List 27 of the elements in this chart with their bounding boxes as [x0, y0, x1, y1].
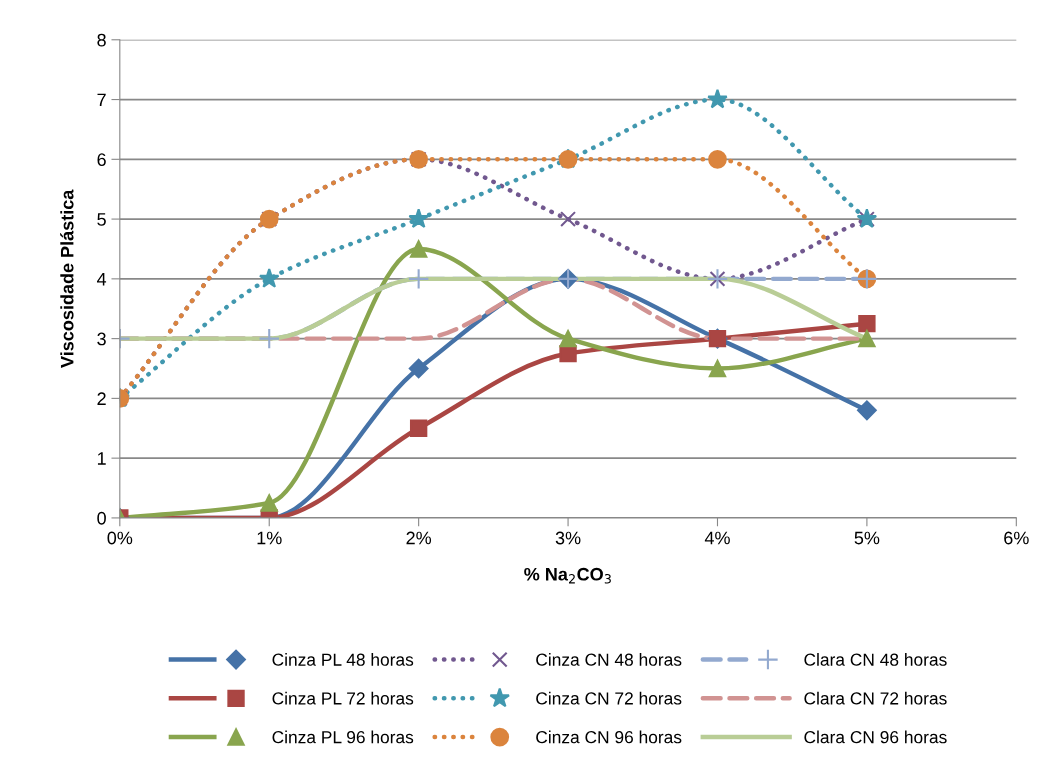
y-tick-label: 7 — [97, 93, 106, 107]
x-tick-label: 6% — [1004, 531, 1029, 545]
legend-label: Cinza CN 72 horas — [536, 691, 682, 705]
y-tick-label: 6 — [97, 153, 106, 167]
x-tick-label: 1% — [257, 531, 282, 545]
legend-label: Cinza PL 48 horas — [272, 653, 414, 666]
legend-label: Clara CN 48 horas — [804, 653, 947, 666]
x-tick-label: 2% — [406, 531, 432, 545]
legend-label: Cinza CN 96 horas — [536, 730, 682, 744]
y-tick-label: 0 — [97, 511, 106, 525]
y-tick-label: 1 — [97, 452, 106, 465]
x-tick-label: 3% — [555, 531, 581, 545]
x-tick-label: 4% — [704, 531, 730, 545]
y-tick-label: 8 — [97, 33, 106, 47]
y-axis-title: Viscosidade Plástica — [60, 189, 74, 368]
legend-label: Cinza PL 72 horas — [272, 691, 414, 705]
y-tick-label: 3 — [97, 332, 106, 346]
x-tick-label: 5% — [854, 531, 880, 545]
x-axis-title: % Na$_{2}$CO$_{3}$ — [524, 567, 611, 584]
y-tick-label: 5 — [97, 213, 106, 226]
legend-label: Cinza PL 96 horas — [272, 730, 414, 744]
y-tick-label: 2 — [97, 392, 106, 405]
y-tick-label: 4 — [96, 272, 107, 286]
legend-label: Clara CN 72 horas — [804, 691, 947, 705]
legend-label: Clara CN 96 horas — [804, 730, 947, 744]
legend-label: Cinza CN 48 horas — [536, 653, 682, 666]
x-tick-label: 0% — [107, 531, 133, 545]
